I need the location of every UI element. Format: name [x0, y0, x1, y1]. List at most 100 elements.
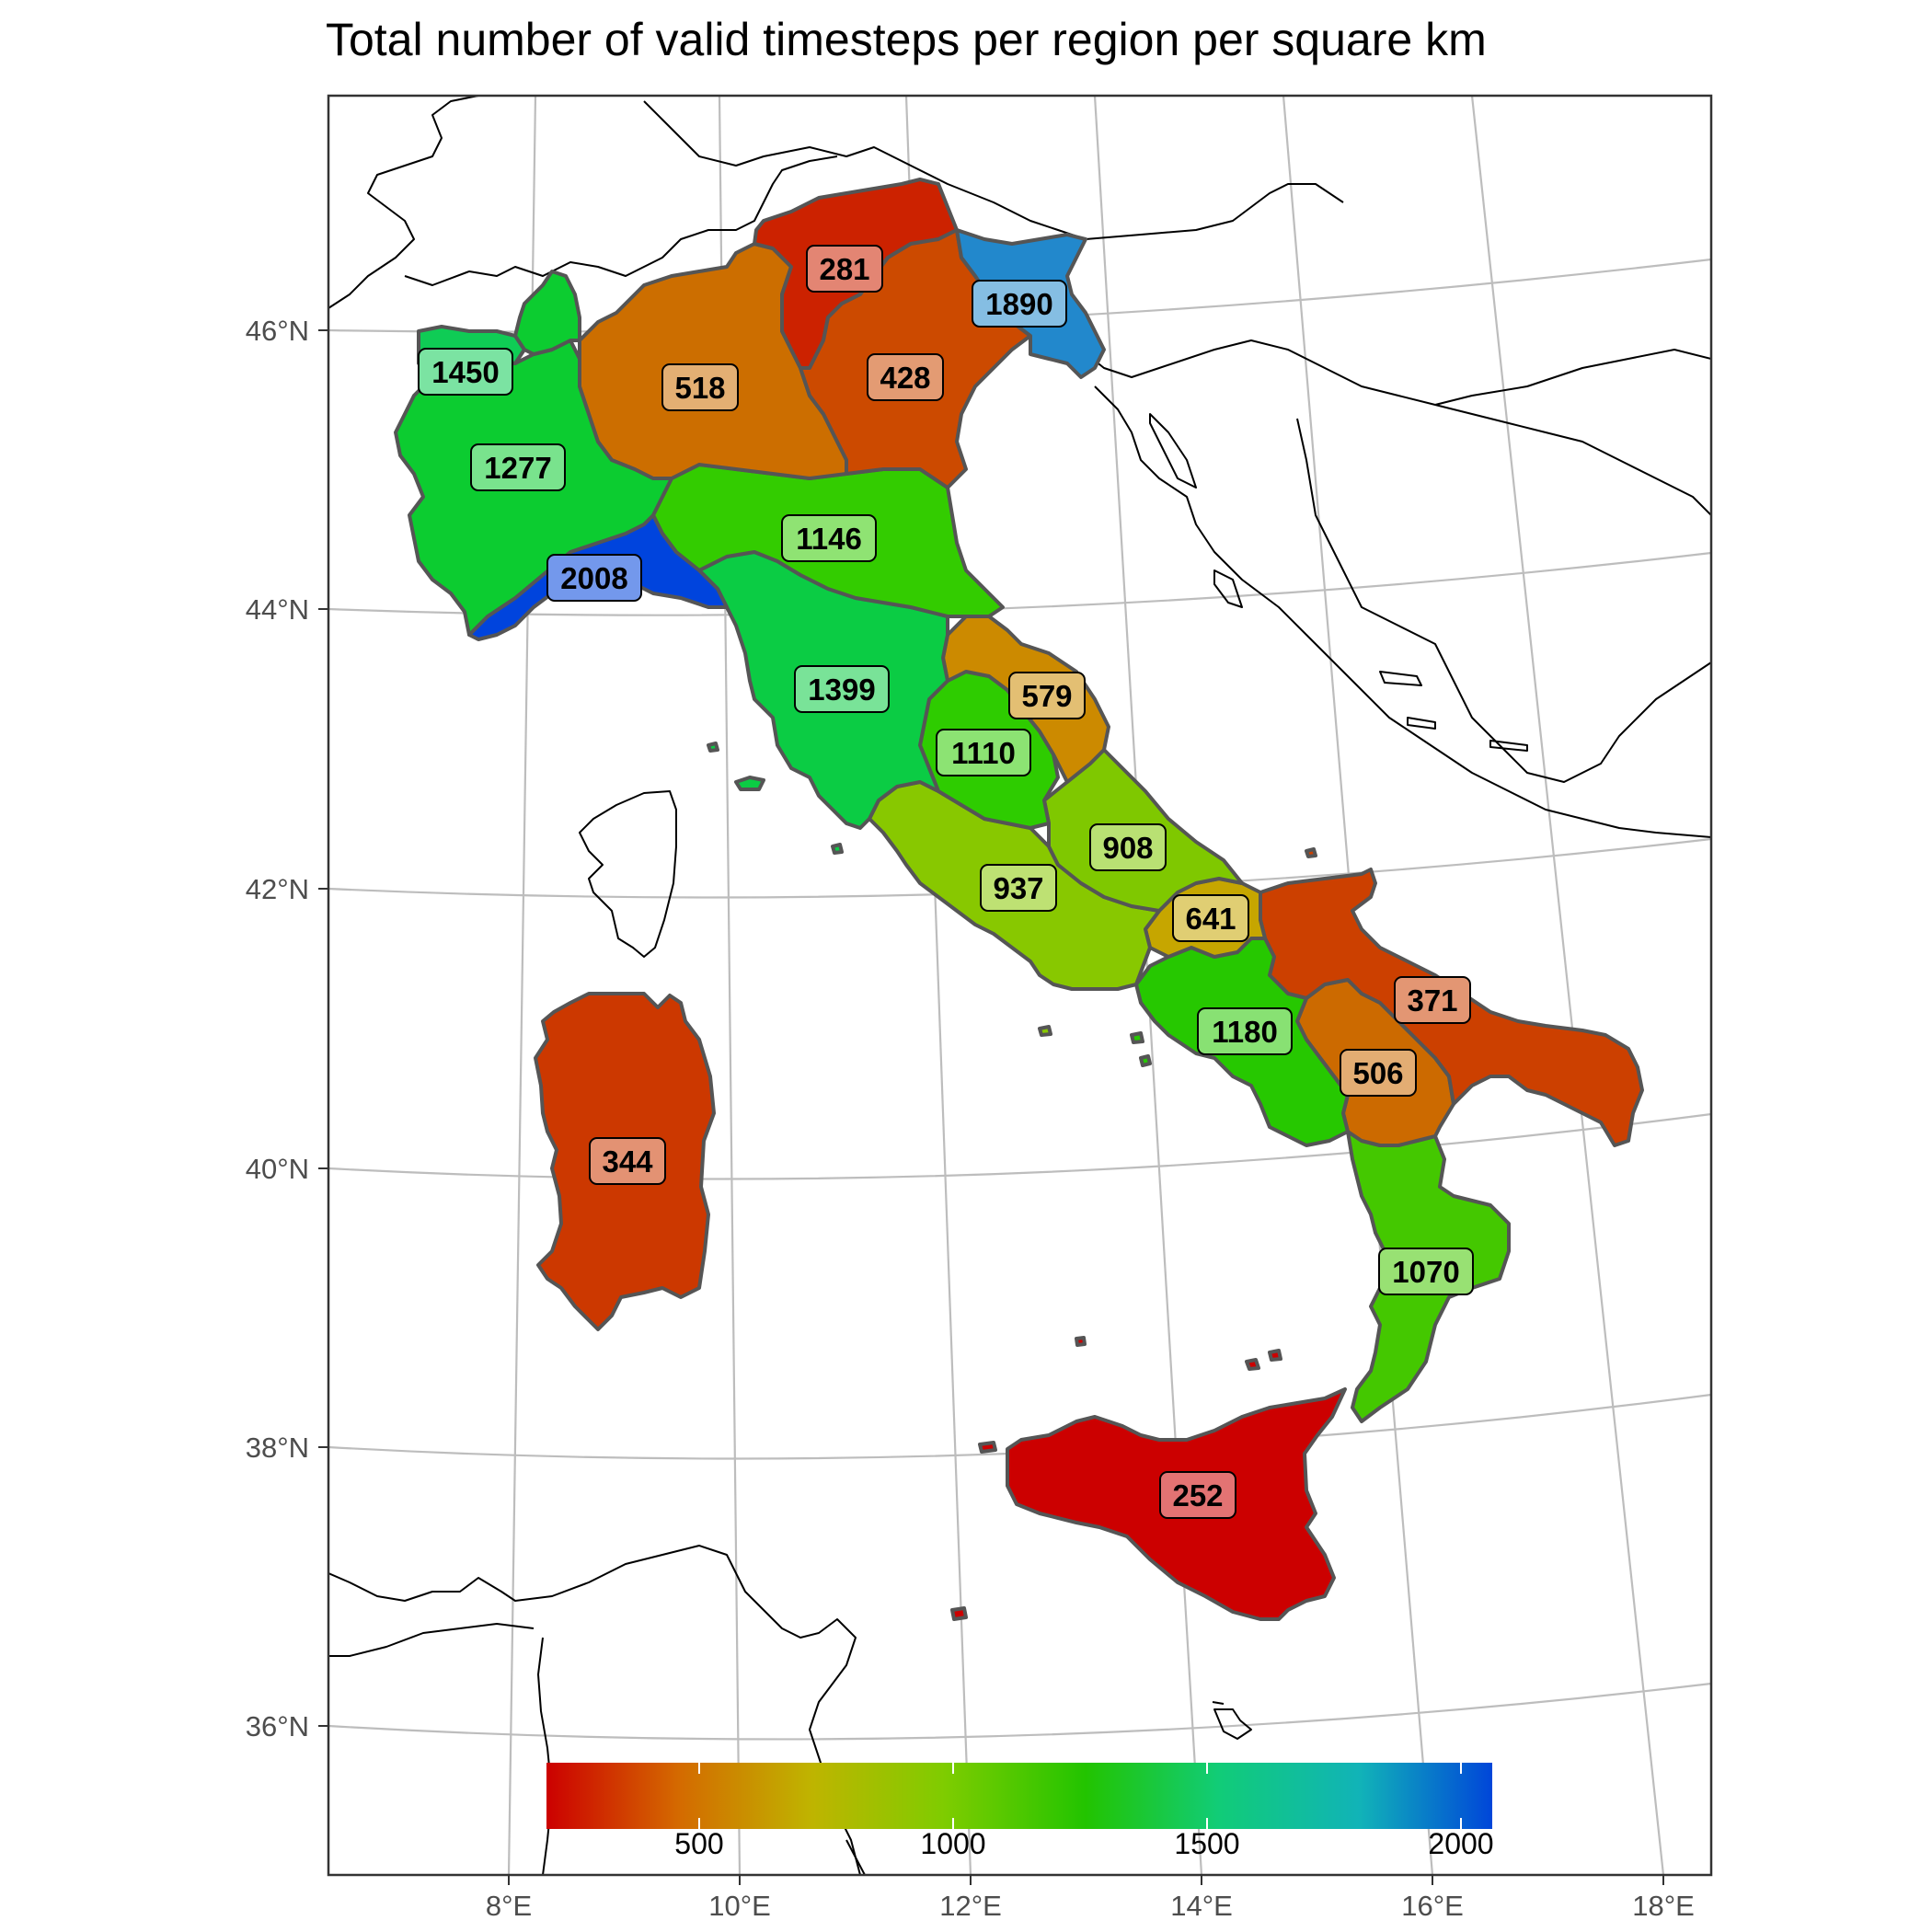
label-box	[1089, 823, 1167, 871]
lat-label: 38°N	[246, 1432, 309, 1464]
label-text: 1070	[1392, 1255, 1459, 1289]
label-box	[1394, 976, 1471, 1024]
label-text: 1110	[951, 736, 1016, 770]
parallel-40	[328, 1112, 1711, 1180]
algeria-coast	[328, 1623, 535, 1657]
label-basilicata: 506	[1340, 1049, 1417, 1097]
label-box	[1159, 1471, 1236, 1519]
label-box	[980, 864, 1057, 912]
libya-coast	[845, 1839, 866, 1875]
lat-label: 46°N	[246, 315, 309, 347]
label-emilia: 1146	[781, 514, 877, 562]
label-lombardia: 518	[661, 363, 739, 411]
label-abruzzo: 908	[1089, 823, 1167, 871]
croatia-islands-2	[1213, 569, 1243, 608]
austria-border	[643, 100, 1344, 240]
label-friuli: 1890	[972, 280, 1067, 328]
label-text: 1180	[1212, 1015, 1278, 1049]
colorbar-label-1000: 1000	[920, 1827, 985, 1860]
bosnia-border	[1296, 418, 1711, 783]
croatia-islands-1	[1149, 413, 1197, 489]
lon-axis-labels: 8°E 10°E 12°E 14°E 16°E 18°E	[486, 1890, 1695, 1922]
island-ustica	[1075, 1336, 1087, 1347]
label-veneto: 428	[867, 353, 944, 401]
region-labels: 281 1890 1450 518 428 1277 1146 2008 139…	[418, 245, 1474, 1519]
colorbar: 500 1000 1500 2000	[546, 1763, 1494, 1860]
label-valle-aosta: 1450	[418, 348, 513, 396]
lampedusa	[1212, 1701, 1225, 1705]
label-box	[1172, 894, 1249, 942]
island-tremiti	[1305, 847, 1317, 858]
colorbar-label-2000: 2000	[1428, 1827, 1493, 1860]
label-campania: 1180	[1197, 1007, 1293, 1055]
label-box	[1197, 1007, 1293, 1055]
island-giglio	[831, 843, 844, 855]
lat-label: 44°N	[246, 593, 309, 626]
label-lazio: 937	[980, 864, 1057, 912]
island-ponza	[1038, 1025, 1052, 1037]
label-box	[1008, 672, 1086, 719]
label-text: 908	[1102, 831, 1153, 865]
meridian-18	[1470, 96, 1665, 1875]
island-eolie-2	[1268, 1349, 1282, 1362]
island-pantelleria	[950, 1606, 968, 1621]
label-box	[418, 348, 513, 396]
croatia-islands-3	[1379, 671, 1422, 686]
label-box	[546, 554, 642, 602]
map-title: Total number of valid timesteps per regi…	[326, 14, 1487, 65]
region-piemonte-north	[513, 270, 581, 356]
croatia-coast	[1094, 385, 1711, 838]
colorbar-label-500: 500	[674, 1827, 723, 1860]
label-text: 641	[1185, 902, 1236, 936]
label-text: 1890	[985, 287, 1052, 321]
label-box	[867, 353, 944, 401]
lon-label: 12°E	[939, 1890, 1002, 1922]
label-text: 579	[1021, 679, 1072, 713]
label-text: 506	[1352, 1056, 1403, 1090]
label-umbria: 1110	[936, 729, 1031, 776]
panel-border	[327, 94, 1713, 1877]
croatia-islands-4	[1407, 717, 1436, 730]
background-coastlines	[328, 96, 1711, 1875]
island-egadi	[978, 1441, 997, 1454]
malta	[1213, 1708, 1252, 1740]
label-box	[972, 280, 1067, 328]
axis-ticks	[318, 329, 1664, 1885]
label-sicilia: 252	[1159, 1471, 1236, 1519]
lon-label: 18°E	[1632, 1890, 1695, 1922]
label-text: 252	[1172, 1478, 1223, 1512]
label-box	[806, 245, 883, 293]
colorbar-gradient	[546, 1763, 1492, 1829]
lat-label: 42°N	[246, 873, 309, 905]
lon-label: 16°E	[1401, 1890, 1464, 1922]
label-text: 281	[819, 252, 869, 286]
tunisia-west	[537, 1637, 553, 1875]
label-text: 1146	[796, 522, 862, 556]
island-ischia	[1130, 1031, 1144, 1044]
label-text: 2008	[560, 561, 627, 595]
lon-label: 10°E	[708, 1890, 771, 1922]
label-text: 1277	[484, 451, 551, 485]
label-text: 937	[993, 871, 1043, 905]
label-text: 518	[674, 371, 725, 405]
label-toscana: 1399	[794, 665, 890, 713]
label-box	[794, 665, 890, 713]
label-piemonte: 1277	[470, 443, 566, 491]
lat-label: 40°N	[246, 1153, 309, 1185]
island-capraia	[707, 742, 719, 753]
tunisia-coast	[328, 1545, 861, 1875]
label-text: 1399	[808, 673, 875, 707]
swiss-border	[404, 155, 838, 286]
label-liguria: 2008	[546, 554, 642, 602]
colorbar-label-1500: 1500	[1174, 1827, 1239, 1860]
croatia-islands-5	[1489, 740, 1528, 752]
label-box	[936, 729, 1031, 776]
slovenia-croatia-border	[1080, 339, 1711, 516]
island-capri	[1139, 1054, 1152, 1067]
lon-label: 14°E	[1170, 1890, 1233, 1922]
label-box	[1340, 1049, 1417, 1097]
parallel-44	[328, 551, 1711, 616]
label-text: 1450	[431, 355, 499, 389]
label-molise: 641	[1172, 894, 1249, 942]
